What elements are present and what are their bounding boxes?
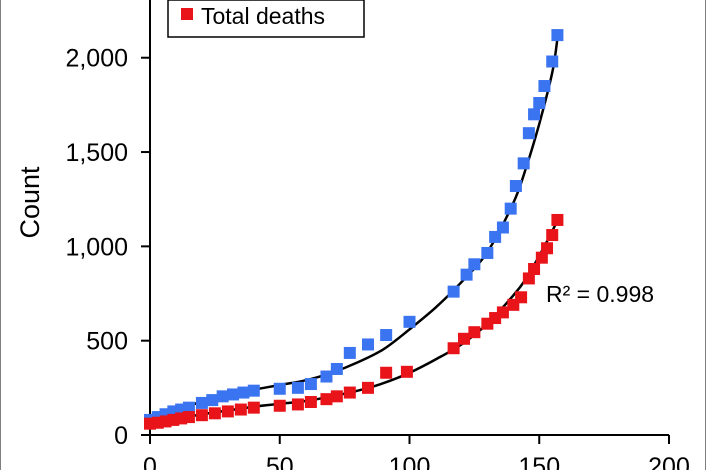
legend-marker-total-deaths — [181, 8, 193, 20]
data-point-series-0 — [496, 221, 509, 234]
y-axis-label: Count — [15, 166, 45, 239]
data-point-series-0 — [460, 268, 473, 281]
data-point-series-1 — [551, 213, 564, 226]
data-point-series-0 — [551, 29, 564, 42]
data-point-series-0 — [195, 396, 208, 409]
data-point-series-1 — [380, 366, 393, 379]
data-point-series-1 — [541, 242, 554, 255]
data-point-series-1 — [182, 411, 195, 424]
data-point-series-1 — [247, 401, 260, 414]
data-point-series-1 — [515, 291, 528, 304]
y-tick-label: 2,000 — [65, 45, 128, 73]
data-point-series-1 — [291, 398, 304, 411]
data-point-series-0 — [546, 55, 559, 68]
data-point-series-0 — [343, 346, 356, 359]
x-tick-label: 200 — [648, 453, 690, 470]
y-tick-label: 1,000 — [65, 233, 128, 261]
legend-label-total-deaths: Total deaths — [201, 3, 325, 29]
data-point-series-0 — [380, 329, 393, 342]
data-point-series-0 — [304, 378, 317, 391]
data-point-series-1 — [330, 390, 343, 403]
data-point-series-0 — [330, 362, 343, 375]
data-point-series-0 — [481, 246, 494, 259]
data-point-series-0 — [361, 338, 374, 351]
data-point-series-1 — [457, 332, 470, 345]
data-point-series-0 — [517, 157, 530, 170]
data-point-series-0 — [533, 97, 546, 109]
legend-box — [167, 0, 365, 38]
data-point-series-1 — [361, 381, 374, 394]
data-point-series-0 — [206, 394, 219, 407]
data-point-series-1 — [234, 403, 247, 416]
data-point-series-0 — [528, 108, 541, 121]
x-tick-label: 50 — [266, 453, 294, 470]
x-tick-label: 100 — [389, 453, 431, 470]
data-point-series-1 — [343, 386, 356, 399]
legend: Total deaths — [167, 0, 365, 38]
axes — [141, 0, 670, 444]
data-point-series-1 — [528, 263, 541, 275]
data-point-series-1 — [496, 306, 509, 319]
data-point-series-0 — [182, 401, 195, 414]
data-point-series-1 — [195, 409, 208, 422]
data-point-series-0 — [237, 386, 250, 399]
data-point-series-1 — [221, 405, 234, 418]
data-point-series-0 — [273, 382, 286, 395]
data-point-series-1 — [468, 326, 481, 339]
data-point-series-0 — [538, 80, 551, 93]
data-point-series-1 — [535, 251, 548, 264]
data-point-series-1 — [208, 407, 221, 420]
data-point-series-1 — [304, 395, 317, 408]
data-point-series-1 — [447, 342, 460, 355]
y-tick-label: 500 — [86, 328, 128, 356]
data-point-series-1 — [522, 272, 535, 285]
data-point-series-1 — [400, 365, 413, 378]
y-tick-label: 0 — [114, 422, 128, 450]
data-point-series-0 — [522, 127, 535, 140]
data-point-series-1 — [273, 399, 286, 412]
data-point-series-0 — [247, 384, 260, 397]
data-point-series-0 — [291, 381, 304, 394]
data-point-series-1 — [546, 229, 559, 242]
y-tick-label: 1,500 — [65, 139, 128, 167]
labels: 0 500 1,000 1,500 2,000 0 50 100 150 200 Count R² =… — [15, 0, 690, 475]
x-tick-label: 0 — [143, 453, 157, 470]
data-point-series-0 — [216, 390, 229, 403]
x-tick-label: 150 — [518, 453, 560, 470]
data-point-series-0 — [320, 370, 333, 383]
r-squared-annotation: R² = 0.998 — [546, 281, 654, 307]
data-point-series-0 — [403, 315, 416, 328]
trendline-0 — [149, 38, 559, 418]
data-point-series-0 — [447, 285, 460, 298]
data-point-series-0 — [504, 202, 517, 215]
data-points — [144, 29, 564, 430]
data-point-series-0 — [227, 388, 240, 401]
data-point-series-0 — [489, 230, 502, 243]
data-point-series-1 — [320, 393, 333, 406]
data-point-series-0 — [468, 258, 481, 271]
data-point-series-0 — [509, 180, 522, 192]
